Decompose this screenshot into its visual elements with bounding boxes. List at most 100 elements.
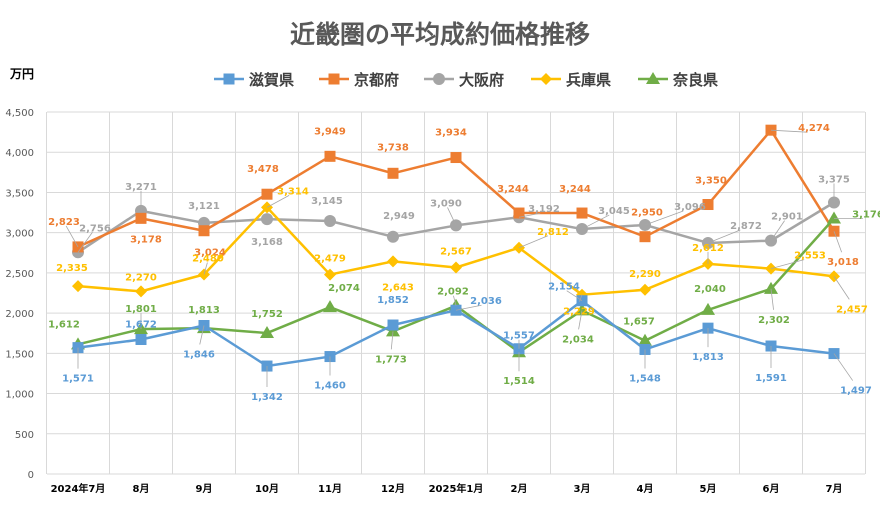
label-leader-line — [770, 259, 805, 270]
data-point-marker — [260, 326, 274, 339]
x-tick-label: 3月 — [574, 483, 591, 495]
data-label: 2,290 — [629, 269, 661, 280]
data-label: 1,752 — [251, 309, 283, 320]
data-label: 1,612 — [48, 319, 80, 330]
data-label: 2,229 — [563, 307, 595, 318]
data-label: 3,178 — [130, 234, 162, 245]
data-point-marker — [223, 73, 235, 85]
data-label: 2,756 — [79, 223, 111, 234]
data-label: 3,375 — [818, 175, 850, 186]
data-label: 4,274 — [798, 123, 830, 134]
data-label: 2,480 — [192, 253, 224, 264]
label-leader-line — [770, 129, 808, 133]
y-tick-label: 2,500 — [5, 269, 34, 280]
data-label: 3,314 — [277, 186, 309, 197]
data-point-marker — [575, 303, 589, 316]
x-tick-label: 2025年1月 — [429, 482, 484, 495]
data-label: 2,553 — [794, 251, 826, 262]
data-point-marker — [639, 283, 651, 296]
data-point-marker — [701, 302, 715, 315]
label-leader-line — [518, 212, 541, 218]
label-leader-line — [518, 235, 549, 249]
data-point-marker — [764, 281, 778, 294]
label-leader-line — [203, 262, 208, 275]
y-tick-label: 500 — [15, 430, 34, 441]
x-tick-label: 5月 — [700, 483, 717, 495]
y-tick-label: 4,000 — [5, 148, 34, 159]
data-label: 1,846 — [183, 349, 215, 360]
y-tick-label: 3,500 — [5, 188, 34, 199]
chart-title: 近畿圏の平均成約価格推移 — [290, 20, 590, 49]
data-point-marker — [324, 268, 336, 281]
label-leader-line — [833, 231, 843, 253]
data-point-marker — [450, 152, 462, 164]
data-point-marker — [323, 300, 337, 313]
data-point-marker — [387, 319, 399, 331]
data-point-marker — [261, 188, 273, 200]
data-point-marker — [324, 150, 336, 162]
data-point-marker — [135, 333, 147, 345]
x-tick-label: 10月 — [255, 483, 279, 495]
data-label: 1,813 — [188, 305, 220, 316]
gridlines — [46, 111, 866, 475]
data-label: 1,514 — [503, 376, 535, 387]
data-point-marker — [387, 255, 399, 268]
data-label: 1,672 — [125, 319, 157, 330]
data-label: 1,801 — [125, 304, 157, 315]
label-leader-line — [199, 325, 205, 345]
data-label: 2,823 — [48, 217, 80, 228]
x-axis-ticks: 2024年7月 8月 9月 10月 11月 12月 2025年1月 2月 3月 4月 5月 6月 7月 — [51, 482, 843, 495]
data-point-marker — [135, 212, 147, 224]
data-point-marker — [639, 231, 651, 243]
label-leader-line — [833, 276, 850, 300]
data-point-marker — [135, 285, 147, 298]
data-label: 3,192 — [528, 204, 560, 215]
data-label: 3,738 — [377, 142, 409, 153]
data-label: 2,270 — [125, 272, 157, 283]
data-label: 3,090 — [430, 198, 462, 209]
data-label: 1,852 — [377, 295, 409, 306]
data-label: 1,342 — [251, 392, 283, 403]
label-leader-line — [65, 225, 79, 248]
x-tick-label: 8月 — [133, 483, 150, 495]
data-label: 1,591 — [755, 373, 787, 384]
data-label: 2,901 — [771, 212, 803, 223]
data-label: 3,176 — [852, 210, 880, 221]
label-leader-line — [455, 304, 482, 311]
data-label: 3,350 — [695, 176, 727, 187]
data-label: 1,548 — [629, 373, 661, 384]
y-tick-label: 1,500 — [5, 349, 34, 360]
x-tick-label: 12月 — [381, 483, 405, 495]
data-label: 3,045 — [598, 206, 630, 217]
data-point-marker — [450, 261, 462, 274]
data-label: 3,145 — [311, 196, 343, 207]
data-label: 3,018 — [827, 257, 859, 268]
y-tick-label: 0 — [28, 470, 34, 481]
legend-label: 奈良県 — [672, 71, 718, 89]
data-label: 3,271 — [125, 182, 157, 193]
data-point-marker — [433, 73, 445, 85]
data-point-marker — [72, 280, 84, 293]
data-label: 2,335 — [56, 263, 88, 274]
x-tick-label: 7月 — [826, 483, 843, 495]
data-label: 3,024 — [194, 248, 226, 259]
data-label: 1,497 — [840, 386, 872, 397]
x-tick-label: 9月 — [196, 483, 213, 495]
data-label: 2,872 — [730, 221, 762, 232]
data-label: 2,034 — [562, 334, 594, 345]
y-tick-label: 3,000 — [5, 229, 34, 240]
legend-label: 京都府 — [354, 71, 399, 89]
y-tick-label: 2,000 — [5, 309, 34, 320]
data-point-marker — [261, 213, 273, 226]
x-tick-label: 4月 — [637, 483, 654, 495]
label-leader-line — [644, 210, 684, 226]
data-label: 2,074 — [328, 283, 360, 294]
legend-label: 滋賀県 — [249, 71, 294, 89]
chart-legend: 滋賀県 京都府 大阪府 兵庫県 奈良県 — [214, 71, 718, 89]
data-point-marker — [576, 207, 588, 219]
legend-label: 兵庫県 — [566, 71, 611, 89]
data-label: 2,154 — [548, 282, 580, 293]
label-leader-line — [77, 232, 93, 253]
data-point-marker — [638, 333, 652, 346]
